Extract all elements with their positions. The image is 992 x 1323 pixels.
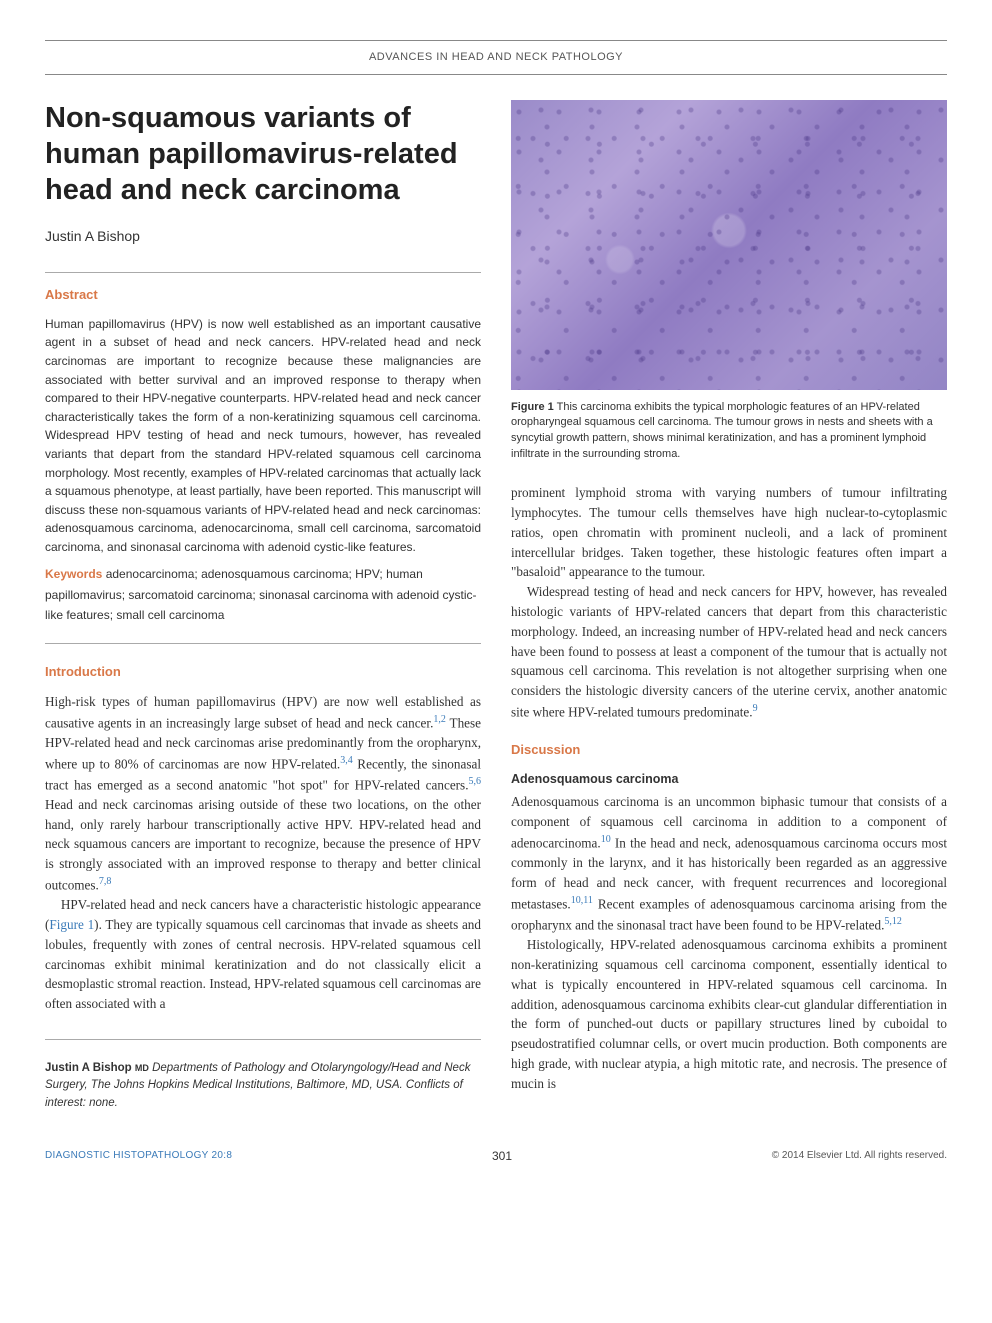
- figure-1-image: [511, 100, 947, 390]
- author-name: Justin A Bishop: [45, 226, 481, 247]
- adenosquamous-heading: Adenosquamous carcinoma: [511, 770, 947, 789]
- disc-p2: Histologically, HPV-related adenosquamou…: [511, 935, 947, 1093]
- footer-copyright: © 2014 Elsevier Ltd. All rights reserved…: [772, 1148, 947, 1163]
- ref-link-5-12[interactable]: 5,12: [884, 916, 902, 927]
- intro-p2-b: ). They are typically squamous cell carc…: [45, 917, 481, 1011]
- header-bottom-rule: [45, 74, 947, 75]
- abstract-text: Human papillomavirus (HPV) is now well e…: [45, 315, 481, 557]
- left-column: Non-squamous variants of human papilloma…: [45, 100, 481, 1112]
- keywords-text: adenocarcinoma; adenosquamous carcinoma;…: [45, 567, 477, 622]
- author-info-degree: MD: [135, 1063, 149, 1073]
- abstract-heading: Abstract: [45, 285, 481, 305]
- introduction-heading: Introduction: [45, 662, 481, 682]
- divider: [45, 643, 481, 644]
- ref-link-3-4[interactable]: 3,4: [340, 755, 353, 766]
- ref-link-9[interactable]: 9: [753, 703, 758, 714]
- section-header: ADVANCES IN HEAD AND NECK PATHOLOGY: [45, 49, 947, 66]
- ref-link-1-2[interactable]: 1,2: [433, 714, 446, 725]
- figure-1-caption-text: This carcinoma exhibits the typical morp…: [511, 401, 933, 461]
- figure-1-caption: Figure 1 This carcinoma exhibits the typ…: [511, 400, 947, 464]
- keywords-label: Keywords: [45, 567, 102, 581]
- ref-link-10-11[interactable]: 10,11: [571, 895, 593, 906]
- figure-1-link[interactable]: Figure 1: [49, 917, 94, 932]
- ref-link-5-6[interactable]: 5,6: [469, 776, 482, 787]
- adenosquamous-body: Adenosquamous carcinoma is an uncommon b…: [511, 792, 947, 1093]
- two-column-layout: Non-squamous variants of human papilloma…: [45, 100, 947, 1112]
- article-title: Non-squamous variants of human papilloma…: [45, 100, 481, 209]
- col2-p2-a: Widespread testing of head and neck canc…: [511, 584, 947, 719]
- page-footer: DIAGNOSTIC HISTOPATHOLOGY 20:8 301 © 201…: [45, 1147, 947, 1165]
- discussion-heading: Discussion: [511, 740, 947, 760]
- ref-link-7-8[interactable]: 7,8: [99, 876, 112, 887]
- footer-page-number: 301: [492, 1147, 512, 1165]
- intro-p1-a: High-risk types of human papillomavirus …: [45, 694, 481, 730]
- header-top-rule: [45, 40, 947, 41]
- divider: [45, 1039, 481, 1040]
- col2-continuation: prominent lymphoid stroma with varying n…: [511, 483, 947, 722]
- author-info-name: Justin A Bishop: [45, 1062, 132, 1074]
- introduction-body: High-risk types of human papillomavirus …: [45, 692, 481, 1014]
- author-info-block: Justin A Bishop MD Departments of Pathol…: [45, 1060, 481, 1112]
- divider: [45, 272, 481, 273]
- ref-link-10[interactable]: 10: [601, 834, 611, 845]
- keywords-block: Keywords adenocarcinoma; adenosquamous c…: [45, 564, 481, 625]
- col2-p1: prominent lymphoid stroma with varying n…: [511, 483, 947, 582]
- figure-1-label: Figure 1: [511, 401, 554, 413]
- right-column: Figure 1 This carcinoma exhibits the typ…: [511, 100, 947, 1112]
- footer-journal: DIAGNOSTIC HISTOPATHOLOGY 20:8: [45, 1148, 232, 1163]
